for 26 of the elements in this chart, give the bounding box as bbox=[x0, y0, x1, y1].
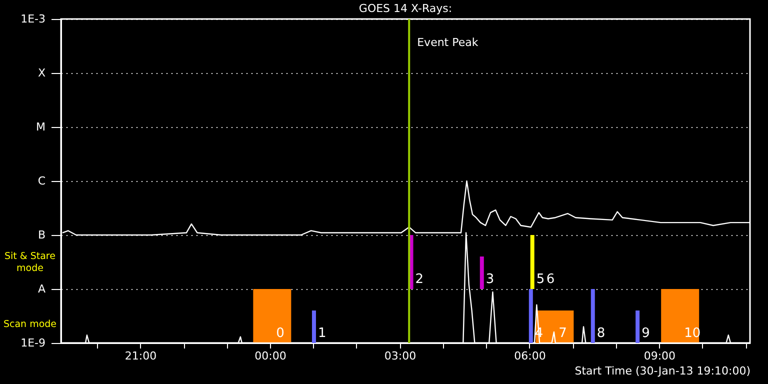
annotation: 5 bbox=[536, 272, 545, 287]
annotation: 3 bbox=[486, 272, 494, 287]
x-tick-label: 09:00 bbox=[644, 350, 676, 362]
annotation: 6 bbox=[546, 272, 555, 287]
annotation: 2 bbox=[415, 272, 424, 287]
y-tick-label: X bbox=[38, 66, 46, 80]
x-tick-label: 03:00 bbox=[384, 350, 416, 362]
x-tick-label: 06:00 bbox=[514, 350, 546, 362]
chart-title: GOES 14 X-Rays: bbox=[358, 2, 452, 15]
annotation: 0 bbox=[276, 326, 284, 341]
y-tick-label: M bbox=[36, 120, 46, 134]
y-tick-label: A bbox=[38, 282, 46, 296]
x-axis-title: Start Time (30-Jan-13 19:10:00) bbox=[574, 364, 750, 378]
text: Sit & Stare mode bbox=[4, 251, 56, 274]
y-tick-label: 1E-9 bbox=[20, 336, 46, 350]
annotation: 7 bbox=[558, 326, 567, 341]
text: Scan mode bbox=[3, 319, 57, 330]
x-tick-label: 00:00 bbox=[254, 350, 286, 362]
y-tick-label: B bbox=[38, 228, 46, 242]
annotation: 1 bbox=[318, 326, 326, 341]
annotation: 9 bbox=[642, 326, 650, 341]
ref-line-label: Event Peak bbox=[417, 36, 479, 49]
annotation: 8 bbox=[596, 326, 606, 341]
y-tick-label: 1E-3 bbox=[20, 12, 46, 26]
x-tick-label: 21:00 bbox=[124, 350, 157, 362]
y-tick-label: C bbox=[38, 174, 46, 188]
